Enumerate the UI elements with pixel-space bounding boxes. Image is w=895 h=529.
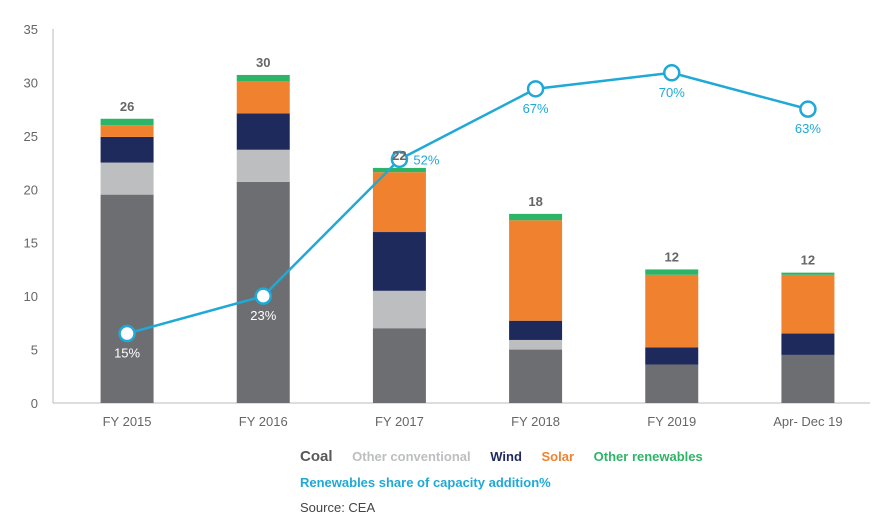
- bar-segment-wind: [100, 136, 154, 163]
- bar-total-label: 22: [392, 148, 406, 163]
- x-tick-label: FY 2016: [239, 414, 288, 429]
- bar-segment-solar: [781, 274, 835, 334]
- bar-segment-other-renewables: [781, 272, 835, 275]
- share-label: 23%: [250, 308, 276, 323]
- bar-segment-coal: [509, 349, 563, 403]
- share-label: 63%: [795, 121, 821, 136]
- x-tick-label: FY 2015: [103, 414, 152, 429]
- bar-segment-coal: [100, 194, 154, 403]
- bar-segment-wind: [236, 113, 290, 150]
- bar-segment-other-conventional: [372, 290, 426, 329]
- chart-svg: 0 5 10 15 20 25 30 35 26 FY 2015 30 FY 2016 22 FY 201…: [24, 22, 870, 429]
- legend-item-renewables-share: Renewables share of capacity addition%: [300, 475, 551, 490]
- bar-total-label: 12: [801, 253, 815, 268]
- legend-item-solar: Solar: [541, 449, 575, 464]
- bars-group: [100, 74, 835, 403]
- y-tick-label: 15: [24, 236, 38, 251]
- x-tick-label: FY 2017: [375, 414, 424, 429]
- bar-segment-solar: [509, 220, 563, 321]
- share-point: [118, 324, 136, 343]
- y-tick-label: 25: [24, 129, 38, 144]
- bar-segment-other-renewables: [372, 167, 426, 173]
- labels-group: 0 5 10 15 20 25 30 35 26 FY 2015 30 FY 2016 22 FY 201…: [24, 22, 843, 429]
- bar-segment-wind: [781, 333, 835, 355]
- bar-total-label: 18: [528, 194, 542, 209]
- bar-total-label: 26: [120, 99, 134, 114]
- source-note: Source: CEA: [300, 500, 376, 515]
- bar-segment-other-renewables: [509, 213, 563, 221]
- share-line-group: [118, 64, 817, 343]
- bar-segment-solar: [100, 125, 154, 137]
- legend-line-row: Renewables share of capacity addition%: [300, 475, 567, 490]
- share-point: [526, 80, 545, 98]
- y-tick-label: 30: [24, 75, 38, 90]
- legend: Coal Other conventional Wind Solar Other…: [300, 448, 719, 465]
- bar-segment-coal: [781, 354, 835, 403]
- bar-segment-other-renewables: [236, 74, 290, 82]
- bar-total-label: 12: [665, 249, 679, 264]
- bar-segment-solar: [372, 172, 426, 233]
- y-tick-label: 20: [24, 182, 38, 197]
- y-tick-label: 0: [31, 396, 38, 411]
- y-tick-label: 35: [24, 22, 38, 37]
- share-label: 67%: [523, 101, 549, 116]
- share-point: [799, 100, 817, 118]
- y-tick-label: 5: [31, 343, 38, 358]
- bar-segment-solar: [645, 274, 699, 348]
- bar-segment-other-renewables: [645, 269, 699, 275]
- y-tick-label: 10: [24, 289, 38, 304]
- bar-segment-coal: [372, 328, 426, 403]
- share-point: [663, 64, 681, 82]
- share-line: [126, 71, 809, 335]
- share-label: 15%: [114, 346, 140, 361]
- legend-item-other-conventional: Other conventional: [352, 449, 471, 464]
- share-label: 70%: [659, 85, 685, 100]
- bar-segment-solar: [236, 81, 290, 114]
- bar-segment-wind: [645, 347, 699, 365]
- bar-segment-other-renewables: [100, 118, 154, 126]
- x-tick-label: FY 2018: [511, 414, 560, 429]
- bar-segment-coal: [645, 364, 699, 403]
- x-tick-label: Apr- Dec 19: [773, 414, 842, 429]
- bar-total-label: 30: [256, 55, 270, 70]
- bar-segment-wind: [372, 232, 426, 291]
- bar-segment-wind: [509, 320, 563, 340]
- bar-segment-other-conventional: [236, 149, 290, 182]
- bar-segment-other-conventional: [100, 162, 154, 195]
- x-tick-label: FY 2019: [647, 414, 696, 429]
- share-point: [390, 150, 409, 169]
- legend-item-wind: Wind: [490, 449, 522, 464]
- legend-item-coal: Coal: [300, 448, 333, 465]
- legend-item-other-renewables: Other renewables: [593, 449, 703, 464]
- share-label: 52%: [413, 152, 439, 167]
- bar-segment-other-conventional: [509, 339, 563, 350]
- share-point: [254, 287, 272, 305]
